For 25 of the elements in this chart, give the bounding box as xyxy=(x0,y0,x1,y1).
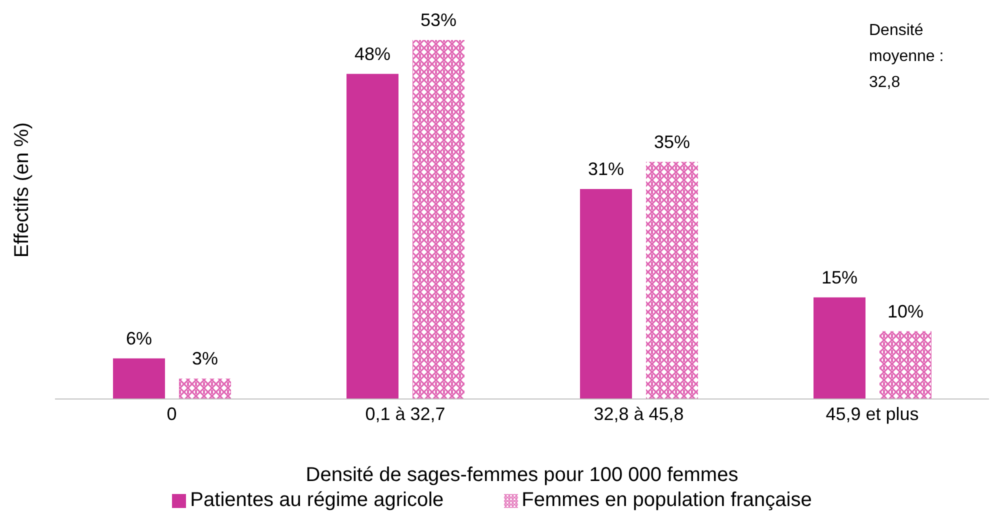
bar xyxy=(646,162,698,399)
data-label: 31% xyxy=(588,159,624,180)
annotation: Densité moyenne : 32,8 xyxy=(869,21,945,93)
bar xyxy=(179,378,231,399)
x-tick-label: 32,8 à 45,8 xyxy=(594,404,684,424)
bar xyxy=(580,189,632,399)
data-label: 3% xyxy=(192,348,218,369)
bar xyxy=(113,358,165,399)
bar xyxy=(814,297,866,399)
data-label: 35% xyxy=(654,132,690,152)
bar xyxy=(346,74,398,399)
x-tick-label: 45,9 et plus xyxy=(826,404,919,424)
x-axis-title: Densité de sages-femmes pour 100 000 femmes xyxy=(306,464,738,486)
data-label: 53% xyxy=(420,10,457,30)
legend-label: Patientes au régime agricole xyxy=(190,489,444,511)
data-label: 15% xyxy=(821,267,858,288)
bar xyxy=(880,331,932,399)
legend-label: Femmes en population française xyxy=(522,489,812,511)
y-axis-title: Effectifs (en %) xyxy=(11,122,33,258)
x-tick-label: 0 xyxy=(166,404,177,424)
x-tick-label: 0,1 à 32,7 xyxy=(365,404,446,424)
data-label: 10% xyxy=(887,301,924,322)
data-label: 6% xyxy=(126,328,152,348)
bar xyxy=(412,40,464,399)
data-label: 48% xyxy=(354,44,391,64)
